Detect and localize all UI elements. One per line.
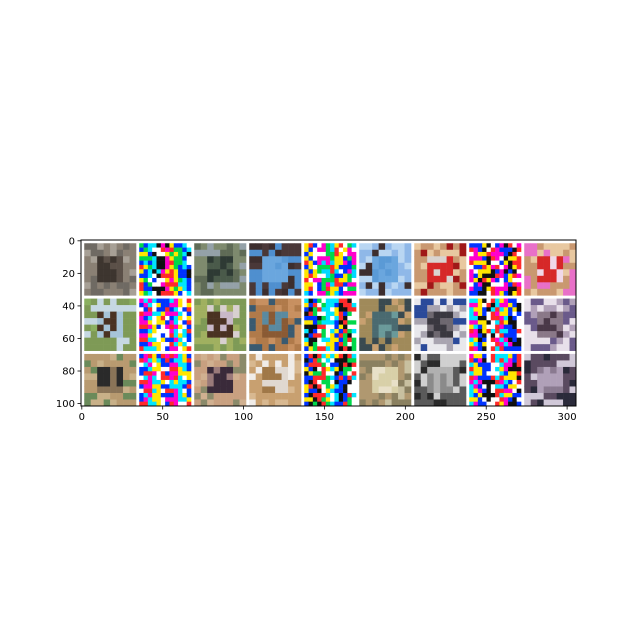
grid-tile-noise (469, 298, 522, 351)
grid-tile-noise (304, 353, 357, 407)
grid-tile-horse (84, 298, 137, 351)
x-tick-label: 150 (315, 412, 334, 423)
grid-tile-noise (139, 243, 192, 296)
grid-tile-noise (469, 353, 522, 407)
grid-tile-horse (84, 353, 137, 407)
y-tick-label: 100 (56, 399, 75, 410)
x-tick-label: 0 (79, 412, 85, 423)
grid-tile-cat (359, 298, 412, 351)
grid-tile-horse (194, 353, 247, 407)
grid-tile-car (414, 243, 467, 296)
y-axis: 0 20 40 60 80 100 (56, 236, 81, 410)
x-tick-label: 50 (156, 412, 169, 423)
x-tick-label: 300 (558, 412, 577, 423)
y-tick-label: 20 (62, 269, 75, 280)
grid-tile-truck (414, 298, 467, 351)
grid-tile-cat (249, 298, 302, 351)
grid-tile-noise (304, 243, 357, 296)
grid-tile-noise (139, 298, 192, 351)
y-tick-label: 80 (62, 367, 75, 378)
y-tick-label: 0 (69, 236, 75, 247)
x-tick-label: 200 (396, 412, 415, 423)
y-tick-label: 40 (62, 301, 75, 312)
grid-tile-airplane (249, 243, 302, 296)
axes-frame (80, 239, 577, 407)
grid-tile-noise (139, 353, 192, 407)
image-grid (84, 243, 577, 407)
grid-tile-cat (249, 353, 302, 407)
grid-tile-cat (194, 243, 247, 296)
grid-tile-car (524, 243, 577, 296)
grid-tile-noise (304, 298, 357, 351)
grid-tile-airplane (524, 353, 577, 407)
grid-tile-cat (84, 243, 137, 296)
grid-tile-noise (469, 243, 522, 296)
grid-tile-airplane (414, 353, 467, 407)
grid-tile-cat (359, 353, 412, 407)
x-tick-label: 100 (234, 412, 253, 423)
grid-tile-horse (194, 298, 247, 351)
y-tick-label: 60 (62, 334, 75, 345)
grid-tile-airplane (359, 243, 412, 296)
x-tick-label: 250 (477, 412, 496, 423)
x-axis: 0 50 100 150 200 250 300 (79, 406, 577, 423)
grid-tile-truck (524, 298, 577, 351)
